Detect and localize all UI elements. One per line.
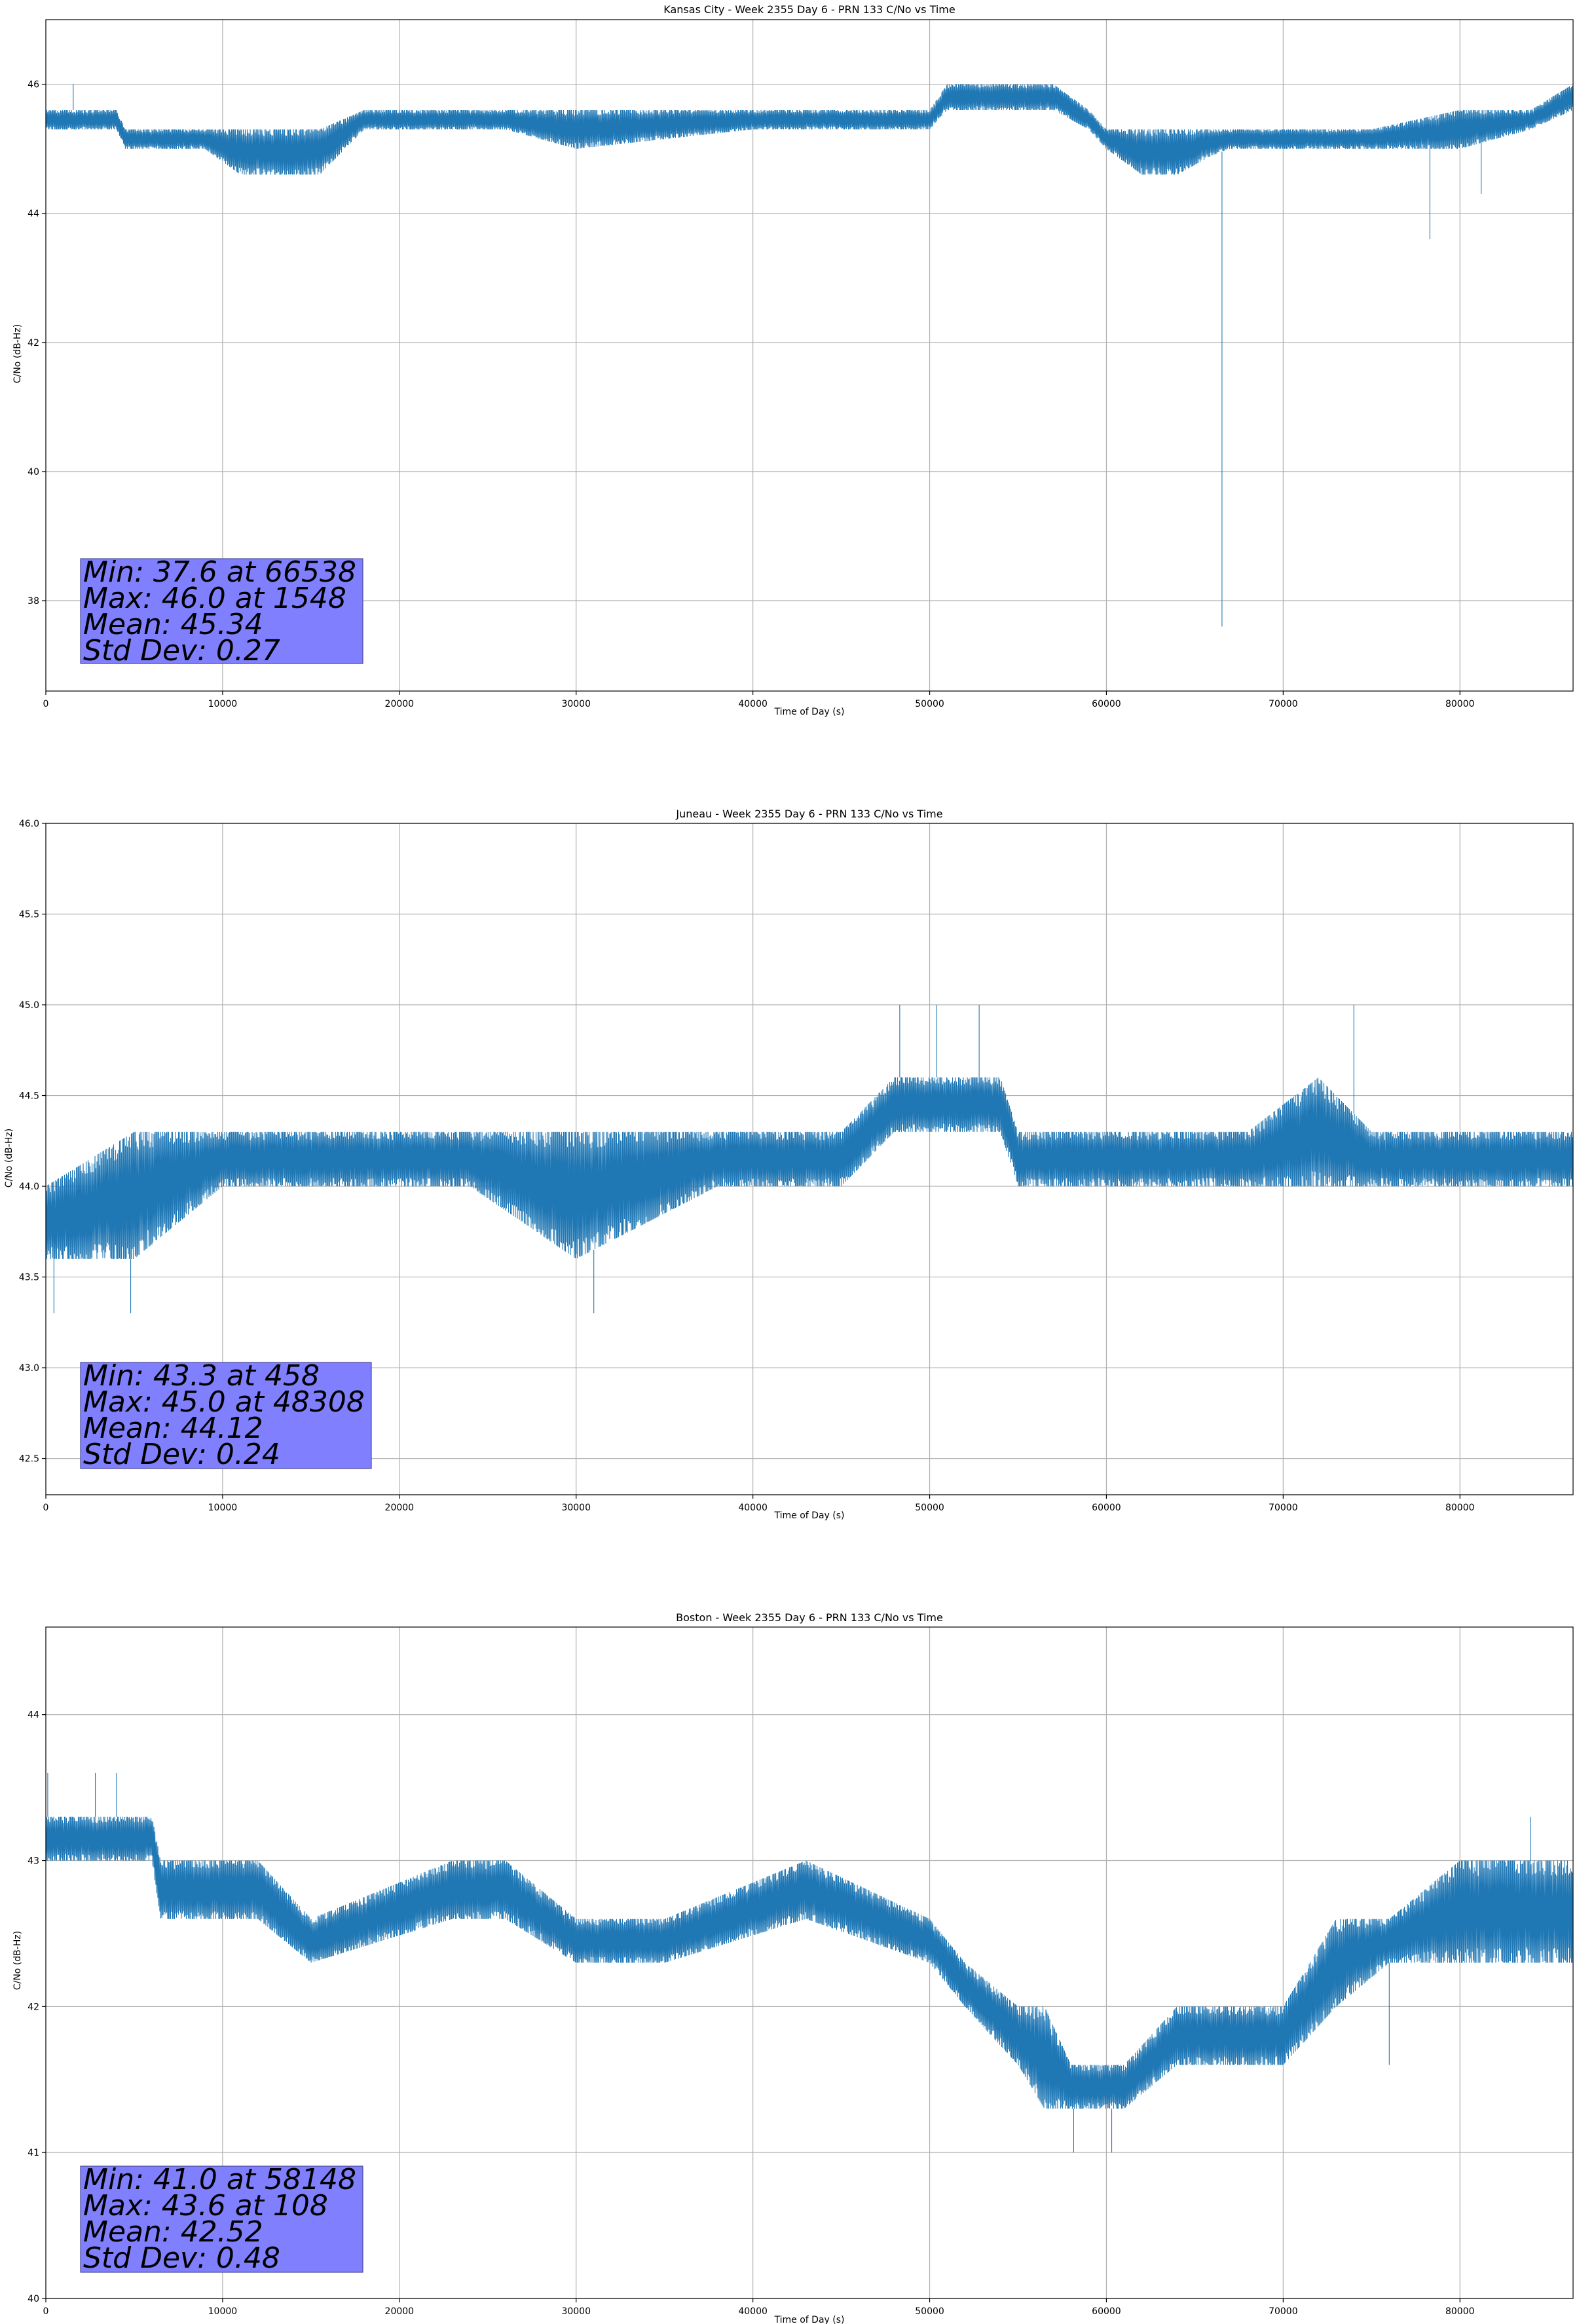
stats-min: Min: 37.6 at 66538 (83, 555, 356, 589)
x-tick-label: 0 (43, 2306, 49, 2317)
axes-frame (45, 19, 1574, 692)
x-axis-label: Time of Day (s) (774, 707, 845, 717)
data-spikes (53, 1005, 1354, 1313)
x-tick-label: 20000 (385, 2306, 415, 2317)
y-tick-label: 40 (28, 2294, 39, 2304)
stats-max: Max: 45.0 at 48308 (83, 1385, 365, 1419)
x-tick-label: 0 (43, 699, 49, 709)
y-tick-label: 42 (28, 2002, 39, 2012)
data-band (45, 84, 1573, 175)
x-tick-label: 60000 (1092, 2306, 1121, 2317)
stats-box-background (80, 2165, 363, 2273)
x-tick-label: 20000 (385, 1503, 415, 1513)
y-tick-label: 41 (28, 2148, 39, 2158)
y-tick-label: 45.0 (19, 1000, 39, 1011)
x-tick-label: 70000 (1269, 1503, 1298, 1513)
y-tick-label: 43.0 (19, 1363, 39, 1374)
y-tick-label: 43 (28, 1856, 39, 1867)
x-tick-label: 40000 (738, 1503, 768, 1513)
stats-box-background (80, 1362, 372, 1469)
x-axis-label: Time of Day (s) (774, 2315, 845, 2324)
x-tick-label: 70000 (1269, 699, 1298, 709)
stats-mean: Mean: 44.12 (83, 1412, 263, 1445)
x-tick-label: 50000 (915, 1503, 944, 1513)
stats-mean: Mean: 42.52 (83, 2215, 263, 2249)
chart-title: Boston - Week 2355 Day 6 - PRN 133 C/No … (676, 1611, 943, 1624)
y-tick-label: 38 (28, 596, 39, 607)
x-tick-label: 0 (43, 1503, 49, 1513)
y-tick-label: 42.5 (19, 1454, 39, 1465)
stats-box: Min: 41.0 at 58148 Max: 43.6 at 108 Mean… (80, 2163, 363, 2275)
y-ticks: 42.5 43.0 43.5 44.0 44.5 45.0 45.5 46.0 (19, 819, 46, 1465)
chart-panel-kansas-city: Kansas City - Week 2355 Day 6 - PRN 133 … (12, 3, 1574, 717)
chart-panel-juneau: Juneau - Week 2355 Day 6 - PRN 133 C/No … (4, 808, 1574, 1521)
series-line-c-no (45, 1077, 1573, 1259)
x-tick-label: 40000 (738, 699, 768, 709)
x-axis-label: Time of Day (s) (774, 1510, 845, 1521)
chart-title: Kansas City - Week 2355 Day 6 - PRN 133 … (663, 3, 955, 16)
x-tick-label: 40000 (738, 2306, 768, 2317)
x-tick-label: 50000 (915, 2306, 944, 2317)
plot-frame (45, 823, 1574, 1495)
x-tick-label: 10000 (208, 2306, 238, 2317)
grid-lines (46, 20, 1573, 691)
y-tick-label: 45.5 (19, 910, 39, 920)
stats-max: Max: 46.0 at 1548 (83, 582, 346, 615)
x-ticks: 0 10000 20000 30000 40000 50000 60000 70000 8000… (43, 1495, 1475, 1513)
x-ticks: 0 10000 20000 30000 40000 50000 60000 70000 8000… (43, 2298, 1475, 2317)
axes-frame (45, 823, 1574, 1495)
stats-std-dev: Std Dev: 0.24 (83, 1438, 280, 1471)
series-line-c-no (45, 84, 1573, 175)
y-ticks: 38 40 42 44 46 (28, 80, 46, 607)
axes-frame (45, 1626, 1574, 2299)
y-tick-label: 42 (28, 338, 39, 348)
data-spikes (47, 1772, 1531, 2153)
stats-max: Max: 43.6 at 108 (83, 2189, 328, 2222)
y-tick-label: 44 (28, 209, 39, 219)
x-tick-label: 30000 (561, 2306, 591, 2317)
stats-box: Min: 43.3 at 458 Max: 45.0 at 48308 Mean… (80, 1359, 372, 1471)
x-tick-label: 30000 (561, 1503, 591, 1513)
data-band (45, 1816, 1573, 2109)
stats-mean: Mean: 45.34 (83, 608, 263, 641)
y-axis-label: C/No (dB-Hz) (12, 1931, 23, 1990)
data-spikes (73, 84, 1482, 627)
x-tick-label: 50000 (915, 699, 944, 709)
y-axis-label: C/No (dB-Hz) (4, 1129, 14, 1188)
stats-std-dev: Std Dev: 0.27 (83, 634, 280, 667)
stats-min: Min: 41.0 at 58148 (83, 2163, 356, 2196)
x-tick-label: 10000 (208, 699, 238, 709)
x-tick-label: 60000 (1092, 699, 1121, 709)
y-tick-label: 43.5 (19, 1273, 39, 1283)
x-ticks: 0 10000 20000 30000 40000 50000 60000 70000 8000… (43, 691, 1475, 709)
series-line-c-no (45, 1816, 1573, 2109)
plot-frame (45, 1626, 1574, 2299)
stats-std-dev: Std Dev: 0.48 (83, 2241, 280, 2275)
chart-title: Juneau - Week 2355 Day 6 - PRN 133 C/No … (675, 808, 942, 820)
x-tick-label: 80000 (1445, 699, 1475, 709)
stats-box: Min: 37.6 at 66538 Max: 46.0 at 1548 Mea… (80, 555, 363, 667)
stats-min: Min: 43.3 at 458 (83, 1359, 320, 1393)
y-tick-label: 44 (28, 1710, 39, 1721)
stats-box-background (80, 558, 363, 664)
y-ticks: 40 41 42 43 44 (28, 1710, 46, 2304)
x-tick-label: 80000 (1445, 1503, 1475, 1513)
x-tick-label: 30000 (561, 699, 591, 709)
y-tick-label: 44.0 (19, 1182, 39, 1192)
plot-frame (45, 19, 1574, 692)
x-tick-label: 70000 (1269, 2306, 1298, 2317)
x-tick-label: 10000 (208, 1503, 238, 1513)
y-tick-label: 46.0 (19, 819, 39, 829)
chart-panel-boston: Boston - Week 2355 Day 6 - PRN 133 C/No … (12, 1611, 1574, 2324)
y-axis-label: C/No (dB-Hz) (12, 324, 23, 383)
y-tick-label: 46 (28, 80, 39, 90)
y-tick-label: 40 (28, 467, 39, 478)
x-tick-label: 80000 (1445, 2306, 1475, 2317)
data-band (45, 1077, 1573, 1259)
x-tick-label: 20000 (385, 699, 415, 709)
x-tick-label: 60000 (1092, 1503, 1121, 1513)
y-tick-label: 44.5 (19, 1091, 39, 1102)
